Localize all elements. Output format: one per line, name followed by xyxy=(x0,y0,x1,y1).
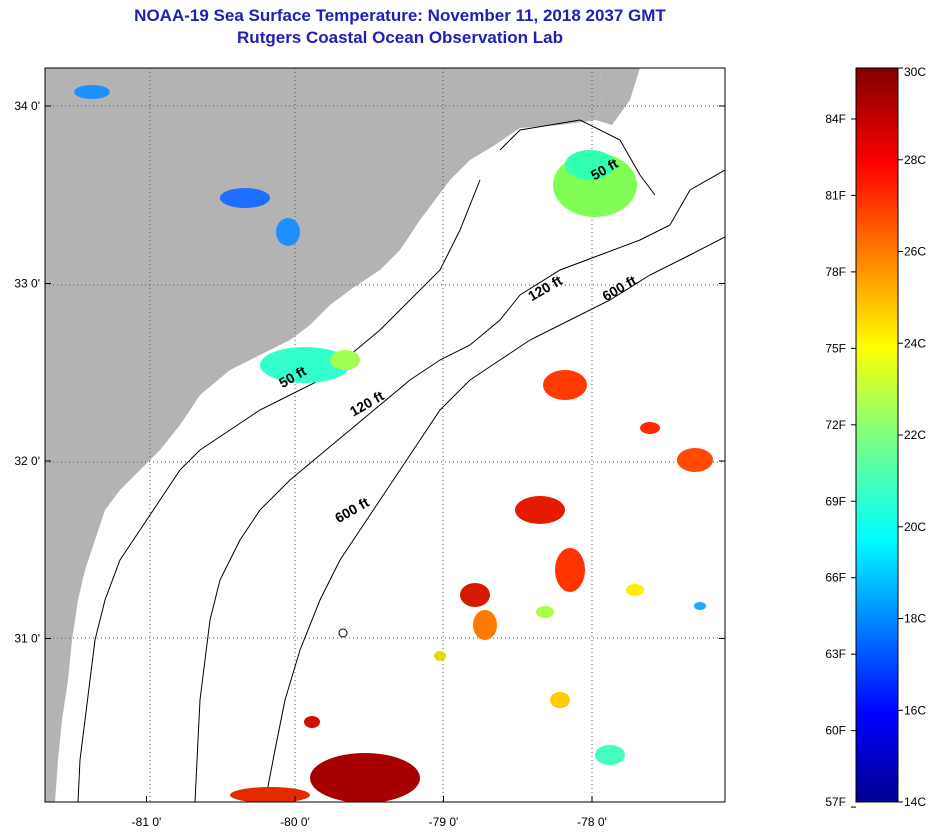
sst-patch-inland-2 xyxy=(276,218,300,246)
colorbar-f-label: 84F xyxy=(825,112,846,126)
sst-patch-south-west xyxy=(230,787,310,802)
colorbar-c-label: 16C xyxy=(904,703,926,717)
colorbar-f-label: 78F xyxy=(825,265,846,279)
colorbar-f-label: 60F xyxy=(825,724,846,738)
colorbar-f-label: 72F xyxy=(825,418,846,432)
colorbar-c-label: 30C xyxy=(904,65,926,79)
colorbar-f-label: 57F xyxy=(825,795,846,809)
colorbar-celsius-labels: 30C 28C 26C 24C 22C 20C 18C 16C 14C xyxy=(898,65,926,809)
colorbar-f-label: 66F xyxy=(825,571,846,585)
sst-patch-1 xyxy=(543,370,587,400)
sst-patch-2 xyxy=(515,496,565,524)
lat-tick-label: 33 0' xyxy=(14,277,40,291)
longitude-axis: -81 0' -80 0' -79 0' -78 0' xyxy=(132,796,607,829)
graticule xyxy=(45,68,725,802)
colorbar-c-label: 20C xyxy=(904,520,926,534)
colorbar xyxy=(855,67,899,803)
contour-600ft xyxy=(264,236,725,802)
sst-patch-coastal-east xyxy=(330,350,360,370)
sst-patch-coastal xyxy=(260,347,350,383)
plot-frame xyxy=(44,67,726,803)
buoy-marker xyxy=(338,628,348,638)
colorbar-c-label: 22C xyxy=(904,428,926,442)
land-mass-north-cape xyxy=(596,68,640,125)
sst-patch-12 xyxy=(694,602,706,610)
colorbar-f-label: 63F xyxy=(825,647,846,661)
colorbar-c-label: 26C xyxy=(904,245,926,259)
sst-patch-south xyxy=(310,753,420,802)
colorbar-c-label: 18C xyxy=(904,612,926,626)
sst-patch-5 xyxy=(473,610,497,640)
sst-patch-north-inner xyxy=(565,150,615,180)
map-subtitle: Rutgers Coastal Ocean Observation Lab xyxy=(237,28,563,47)
colorbar-c-label: 24C xyxy=(904,336,926,350)
sst-patch-inland-3 xyxy=(74,85,110,99)
lon-tick-label: -79 0' xyxy=(429,815,459,829)
lon-tick-label: -81 0' xyxy=(132,815,162,829)
sst-patch-inland-1 xyxy=(220,188,270,208)
latitude-axis: 34 0' 33 0' 32 0' 31 0' xyxy=(14,99,725,646)
sst-patch-8 xyxy=(550,692,570,708)
sst-patch-7 xyxy=(640,422,660,434)
colorbar-fahrenheit-labels: 84F 81F 78F 75F 72F 69F 66F 63F 60F 57F xyxy=(825,112,856,809)
contour-120ft xyxy=(194,169,725,802)
lat-tick-label: 34 0' xyxy=(14,99,40,113)
colorbar-c-label: 28C xyxy=(904,153,926,167)
sst-patch-3 xyxy=(555,548,585,592)
colorbar-f-label: 75F xyxy=(825,341,846,355)
sst-patches xyxy=(74,85,713,802)
land-mass xyxy=(45,68,603,802)
colorbar-c-label: 14C xyxy=(904,795,926,809)
sst-patch-9 xyxy=(595,745,625,765)
sst-patch-14 xyxy=(434,651,446,661)
sst-patch-11 xyxy=(626,584,644,596)
lat-tick-label: 32 0' xyxy=(14,454,40,468)
lat-tick-label: 31 0' xyxy=(14,632,40,646)
sst-patch-4 xyxy=(460,583,490,607)
lon-tick-label: -80 0' xyxy=(280,815,310,829)
sst-patch-10 xyxy=(536,606,554,618)
lon-tick-label: -78 0' xyxy=(577,815,607,829)
colorbar-f-label: 81F xyxy=(825,188,846,202)
map-title: NOAA-19 Sea Surface Temperature: Novembe… xyxy=(134,6,666,25)
contour-50ft xyxy=(77,119,656,802)
sst-patch-13 xyxy=(304,716,320,728)
colorbar-f-label: 69F xyxy=(825,494,846,508)
sst-patch-6 xyxy=(677,448,713,472)
